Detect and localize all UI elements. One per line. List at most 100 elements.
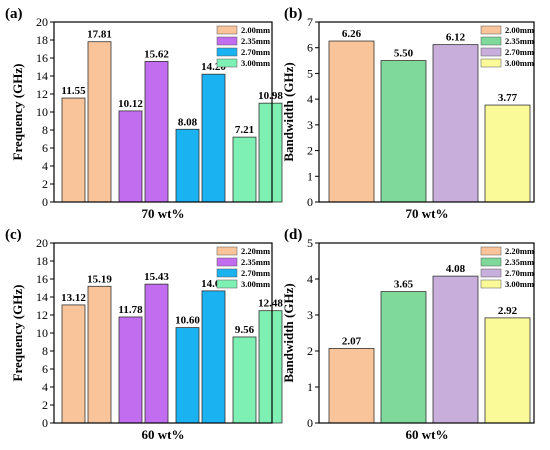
panel-a-frequency-70wt: (a) Frequency (GHz) 70 wt% 0 2 4 6 8 10 12 14 16 18 2…	[5, 6, 283, 221]
bar	[232, 136, 257, 203]
data-label: 3.65	[394, 279, 414, 291]
y-tick-label: 5	[307, 236, 313, 250]
legend-swatch	[480, 257, 502, 267]
legend-label: 2.20mm	[241, 246, 270, 256]
bar	[118, 110, 143, 203]
y-tick-label: 3	[307, 308, 313, 322]
y-tick-label: 3	[307, 118, 313, 132]
y-tick-label: 18	[36, 254, 48, 268]
bar	[380, 291, 427, 424]
y-tick-label: 6	[42, 141, 48, 155]
bar	[175, 128, 200, 203]
y-tick-label: 0	[307, 416, 313, 430]
legend-label: 3.00mm	[241, 279, 270, 289]
y-tick-label: 14	[36, 290, 48, 304]
legend-label: 2.35mm	[241, 257, 270, 267]
legend-swatch	[480, 47, 502, 57]
bar	[484, 104, 531, 203]
bar	[328, 348, 375, 424]
y-tick-label: 10	[36, 326, 48, 340]
y-tick-label: 4	[307, 272, 313, 286]
legend-swatch	[480, 25, 502, 35]
data-label: 15.19	[87, 273, 112, 285]
legend-label: 2.20mm	[505, 246, 534, 256]
panel-d-bandwidth-60wt: (d) Bandwidth (GHz) 60 wt% 0 1 2 3 4 5 2.07 3.65 4.…	[281, 227, 535, 442]
data-label: 4.08	[446, 263, 466, 275]
legend-label: 2.70mm	[241, 47, 270, 57]
bar	[258, 102, 283, 203]
y-tick-label: 7	[307, 15, 313, 29]
y-tick-label: 20	[36, 236, 48, 250]
data-label: 15.62	[144, 48, 169, 60]
y-tick-label: 0	[42, 195, 48, 209]
bar	[175, 327, 200, 424]
y-tick-label: 8	[42, 344, 48, 358]
data-label: 10.60	[175, 315, 200, 327]
data-label: 17.81	[87, 29, 112, 41]
bar	[61, 304, 86, 424]
data-label: 11.78	[118, 304, 143, 316]
legend-label: 2.70mm	[505, 47, 534, 57]
y-axis-title: Bandwidth (GHz)	[281, 283, 296, 382]
bar	[144, 61, 169, 203]
data-label: 15.43	[144, 271, 169, 283]
legend-swatch	[480, 279, 502, 289]
y-tick-label: 14	[36, 69, 48, 83]
y-tick-label: 6	[42, 362, 48, 376]
y-tick-label: 4	[42, 159, 48, 173]
bar	[87, 41, 112, 203]
bar	[432, 275, 479, 424]
y-axis-title: Frequency (GHz)	[10, 285, 25, 382]
legend-swatch	[216, 47, 238, 57]
y-tick-label: 4	[42, 380, 48, 394]
bar	[87, 285, 112, 424]
legend-swatch	[216, 36, 238, 46]
x-category-label: 60 wt%	[406, 427, 449, 442]
legend-swatch	[480, 58, 502, 68]
bar	[484, 317, 531, 424]
panel-c-frequency-60wt: (c) Frequency (GHz) 60 wt% 0 2 4 6 8 10 12 14 16 18 2…	[5, 227, 283, 442]
y-tick-label: 18	[36, 33, 48, 47]
plot-frame	[53, 21, 273, 203]
legend-swatch	[480, 268, 502, 278]
legend-label: 3.00mm	[241, 58, 270, 68]
y-tick-label: 20	[36, 15, 48, 29]
plot-frame	[318, 242, 535, 424]
legend-label: 2.35mm	[505, 36, 534, 46]
panel-label: (d)	[284, 227, 302, 243]
x-category-label: 70 wt%	[142, 206, 185, 221]
legend-label: 2.00mm	[241, 25, 270, 35]
y-tick-label: 8	[42, 123, 48, 137]
y-tick-label: 12	[36, 308, 48, 322]
data-label: 10.98	[258, 90, 283, 102]
plot-frame	[318, 21, 535, 203]
y-tick-label: 16	[36, 51, 48, 65]
bar	[201, 73, 226, 203]
panel-b-bandwidth-70wt: (b) Bandwidth (GHz) 70 wt% 0 1 2 3 4 5 6 7 6.26 5.50…	[281, 6, 535, 221]
bar	[144, 283, 169, 424]
bar	[258, 310, 283, 424]
legend-swatch	[216, 257, 238, 267]
data-label: 7.21	[235, 124, 254, 136]
data-label: 5.50	[394, 48, 414, 60]
y-axis-title: Frequency (GHz)	[10, 64, 25, 161]
legend-label: 3.00mm	[505, 58, 534, 68]
legend-swatch	[480, 36, 502, 46]
plot-frame	[53, 242, 273, 424]
y-tick-label: 2	[307, 344, 313, 358]
legend-label: 2.35mm	[241, 36, 270, 46]
legend-swatch	[216, 268, 238, 278]
data-label: 12.48	[258, 298, 283, 310]
legend-label: 3.00mm	[505, 279, 534, 289]
y-axis-title: Bandwidth (GHz)	[281, 62, 296, 161]
y-tick-label: 2	[42, 177, 48, 191]
y-tick-label: 5	[307, 66, 313, 80]
bar	[432, 44, 479, 203]
y-tick-label: 4	[307, 92, 313, 106]
x-category-label: 60 wt%	[142, 427, 185, 442]
panel-label: (c)	[5, 227, 22, 243]
